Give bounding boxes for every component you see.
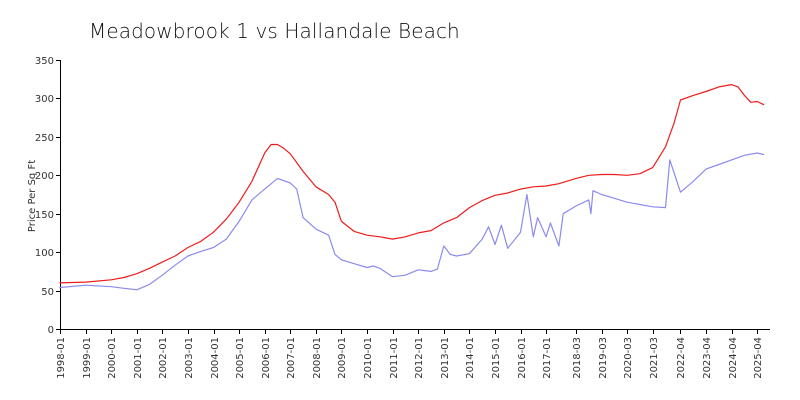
x-tick-label: 2017-01 (542, 337, 553, 379)
series-line-1 (59, 84, 765, 284)
x-tick-label: 2000-01 (107, 337, 118, 379)
y-ticks: 0 50 100 150 200 250 300 350 (35, 56, 60, 336)
x-tick-label: 2024-04 (728, 337, 739, 379)
y-tick-label: 50 (41, 287, 54, 298)
x-tick-label: 2018-03 (572, 337, 583, 379)
x-tick-label: 2015-01 (491, 337, 502, 379)
x-tick-label: 2019-03 (598, 337, 609, 379)
x-tick-label: 2002-01 (158, 337, 169, 379)
x-tick-label: 2021-03 (649, 337, 660, 379)
x-tick-label: 2014-01 (465, 337, 476, 379)
y-tick-label: 100 (35, 248, 54, 259)
x-tick-label: 2013-01 (440, 337, 451, 379)
x-tick-label: 2005-01 (235, 337, 246, 379)
x-tick-label: 1998-01 (56, 337, 67, 379)
series-line-2 (59, 152, 765, 291)
x-tick-label: 2020-03 (623, 337, 634, 379)
y-tick-label: 200 (35, 171, 54, 182)
axes (60, 60, 770, 330)
y-tick-label: 150 (35, 210, 54, 221)
x-tick-label: 2025-04 (753, 337, 764, 379)
x-ticks: 1998-01 1999-01 2000-01 2001-01 2002-01 2003-… (56, 329, 764, 379)
y-tick-label: 250 (35, 133, 54, 144)
x-tick-label: 2003-01 (184, 337, 195, 379)
y-tick-label: 0 (48, 325, 54, 336)
x-tick-label: 2004-01 (210, 337, 221, 379)
x-tick-label: 2016-01 (517, 337, 528, 379)
series-lines (59, 84, 765, 291)
x-tick-label: 2010-01 (363, 337, 374, 379)
x-tick-label: 2012-01 (414, 337, 425, 379)
x-tick-label: 2007-01 (286, 337, 297, 379)
chart-title: Meadowbrook 1 vs Hallandale Beach (89, 19, 460, 43)
x-tick-label: 2022-04 (676, 337, 687, 379)
x-tick-label: 2001-01 (133, 337, 144, 379)
x-tick-label: 1999-01 (82, 337, 93, 379)
x-tick-label: 2008-01 (312, 337, 323, 379)
x-tick-label: 2011-01 (389, 337, 400, 379)
y-axis-label: Price Per Sq Ft (27, 160, 38, 232)
x-tick-label: 2006-01 (261, 337, 272, 379)
y-tick-label: 350 (35, 56, 54, 67)
x-tick-label: 2023-04 (702, 337, 713, 379)
y-tick-label: 300 (35, 94, 54, 105)
x-tick-label: 2009-01 (337, 337, 348, 379)
